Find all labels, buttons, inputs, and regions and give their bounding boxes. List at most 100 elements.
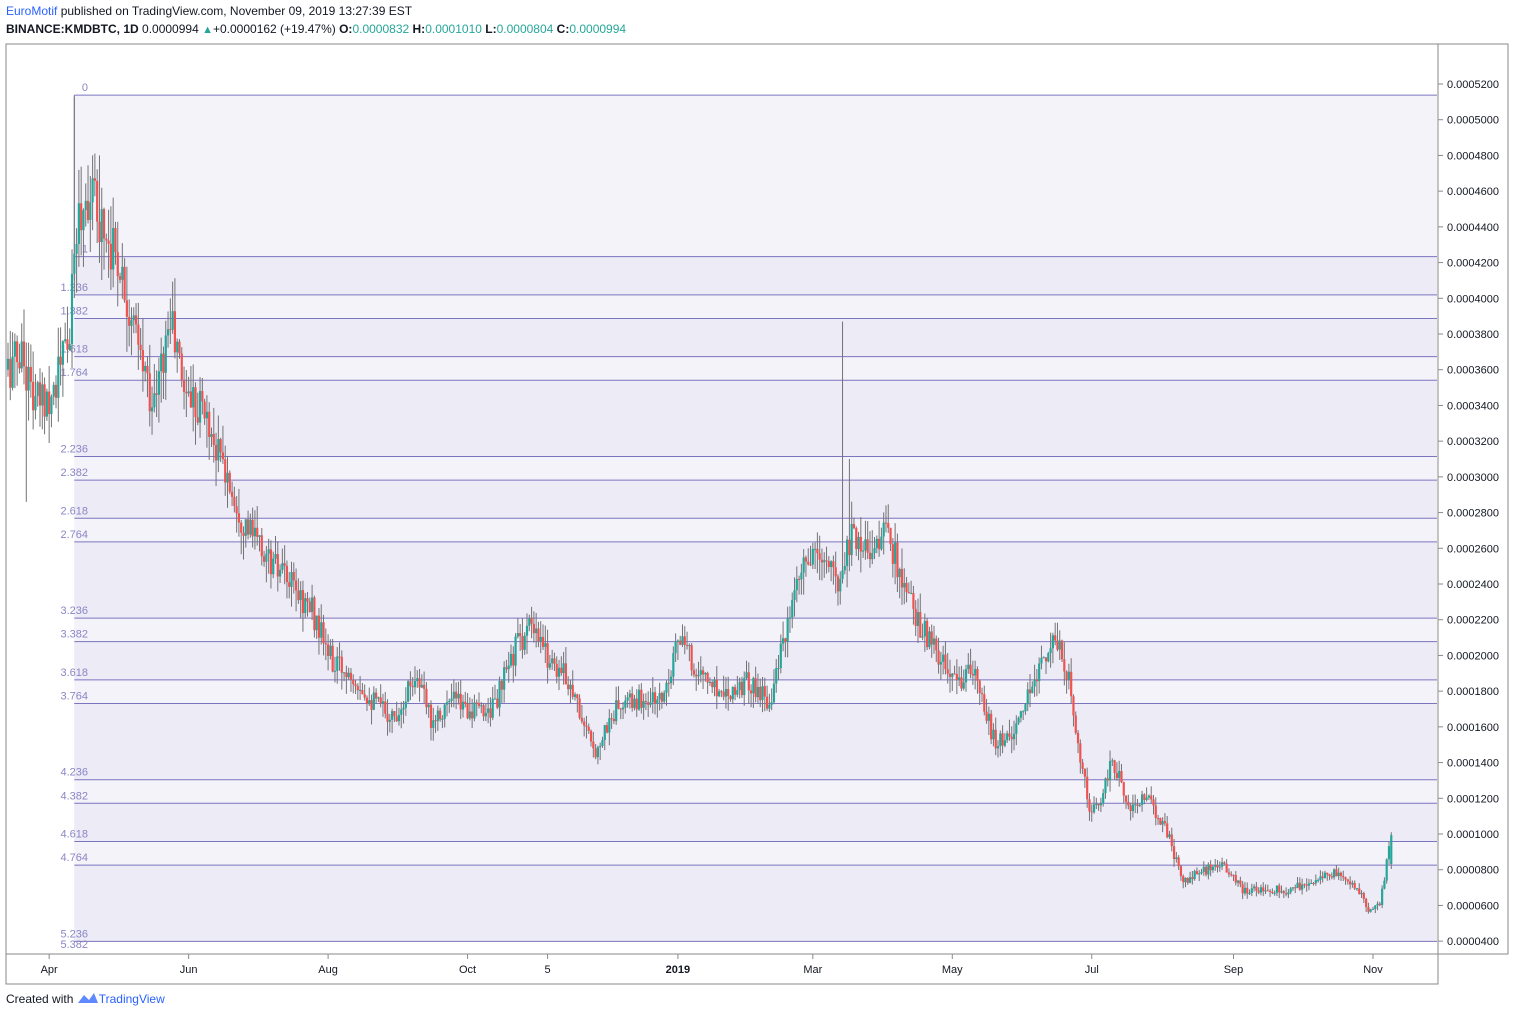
candle[interactable] [198, 377, 202, 438]
candle[interactable] [18, 343, 21, 374]
candle[interactable] [541, 624, 545, 651]
candle[interactable] [219, 437, 222, 463]
candle[interactable] [109, 206, 112, 290]
candle[interactable] [359, 676, 362, 700]
candle[interactable] [772, 669, 776, 705]
candle[interactable] [162, 346, 165, 400]
candle[interactable] [1136, 799, 1139, 814]
candle[interactable] [859, 517, 862, 573]
candle[interactable] [1287, 889, 1290, 899]
candle[interactable] [1305, 878, 1308, 892]
candle[interactable] [1134, 794, 1137, 814]
candle[interactable] [1330, 872, 1333, 880]
candle[interactable] [93, 153, 96, 197]
candle[interactable] [41, 372, 44, 430]
candle[interactable] [768, 693, 771, 712]
candle[interactable] [1367, 902, 1370, 914]
candle[interactable] [697, 661, 700, 685]
candle[interactable] [1031, 681, 1034, 694]
candle[interactable] [228, 470, 231, 495]
candle[interactable] [91, 155, 94, 231]
candle[interactable] [226, 455, 229, 508]
candle[interactable] [68, 328, 71, 351]
candle[interactable] [1303, 883, 1306, 889]
candle[interactable] [1026, 682, 1029, 712]
candle[interactable] [791, 592, 794, 629]
candle[interactable] [468, 697, 471, 721]
candle[interactable] [740, 676, 744, 698]
candle[interactable] [900, 548, 904, 605]
candle[interactable] [665, 680, 668, 706]
candle[interactable] [32, 351, 35, 430]
candle[interactable] [974, 660, 977, 690]
candle[interactable] [416, 670, 419, 688]
candle[interactable] [244, 519, 247, 548]
candle[interactable] [704, 672, 707, 682]
candle[interactable] [475, 699, 478, 717]
candle[interactable] [546, 629, 549, 684]
candle[interactable] [674, 633, 677, 663]
candle[interactable] [80, 166, 83, 256]
candle[interactable] [896, 533, 899, 593]
candle[interactable] [946, 653, 949, 684]
candle[interactable] [676, 639, 680, 661]
candle[interactable] [487, 697, 490, 724]
candle[interactable] [882, 512, 885, 555]
candle[interactable] [745, 660, 748, 680]
candle[interactable] [1111, 758, 1114, 766]
candle[interactable] [491, 686, 494, 721]
candle[interactable] [978, 679, 981, 706]
candle[interactable] [1342, 870, 1345, 882]
candle[interactable] [212, 407, 215, 463]
candle[interactable] [530, 606, 533, 639]
candle[interactable] [587, 723, 590, 734]
candle[interactable] [354, 680, 357, 695]
candle[interactable] [601, 736, 604, 748]
candle[interactable] [685, 631, 689, 650]
candle[interactable] [274, 536, 277, 564]
candle[interactable] [187, 376, 190, 397]
candle[interactable] [619, 707, 622, 720]
candle[interactable] [1124, 795, 1128, 809]
candle[interactable] [1335, 864, 1338, 877]
candle[interactable] [233, 486, 236, 513]
candle[interactable] [1166, 815, 1169, 839]
candle[interactable] [425, 682, 428, 715]
candle[interactable] [770, 688, 773, 711]
candle[interactable] [786, 606, 789, 658]
candle[interactable] [1246, 882, 1249, 899]
candle[interactable] [525, 613, 529, 654]
candle[interactable] [1333, 868, 1336, 880]
candle[interactable] [608, 709, 611, 746]
candle[interactable] [797, 575, 801, 595]
candle[interactable] [596, 745, 599, 765]
candle[interactable] [1346, 878, 1349, 885]
candle[interactable] [1033, 664, 1036, 697]
candle[interactable] [1365, 897, 1368, 912]
candle[interactable] [711, 680, 714, 694]
candle[interactable] [564, 647, 567, 685]
candle[interactable] [114, 221, 117, 265]
candle[interactable] [669, 670, 673, 690]
candle[interactable] [971, 660, 974, 685]
candle[interactable] [1074, 711, 1077, 735]
candle[interactable] [1022, 710, 1025, 721]
candle[interactable] [695, 668, 698, 691]
candle[interactable] [681, 624, 684, 647]
candle[interactable] [580, 705, 583, 724]
candle[interactable] [9, 331, 12, 401]
candle[interactable] [1182, 874, 1185, 889]
candle[interactable] [1138, 803, 1141, 808]
candle[interactable] [731, 686, 734, 705]
candle[interactable] [1243, 882, 1247, 896]
candle[interactable] [144, 361, 147, 382]
candle[interactable] [38, 368, 42, 427]
candle[interactable] [59, 327, 62, 386]
candle[interactable] [20, 323, 23, 373]
candle[interactable] [1140, 790, 1144, 812]
candle[interactable] [763, 677, 766, 712]
candle[interactable] [368, 687, 371, 707]
candle[interactable] [1102, 788, 1105, 807]
candle[interactable] [813, 542, 817, 570]
candle[interactable] [1328, 873, 1331, 881]
